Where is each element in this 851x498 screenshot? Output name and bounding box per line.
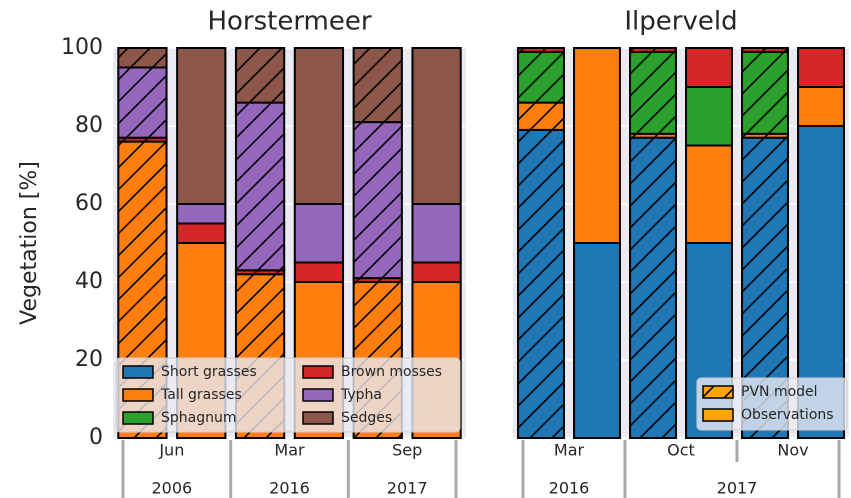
- bar-segment: [517, 101, 565, 131]
- year-label: 2017: [717, 479, 758, 498]
- legend-label: Short grasses: [161, 364, 257, 380]
- legend-swatch: [302, 411, 334, 425]
- legend: Short grasses Tall grasses Sphagnum Brown m…: [115, 357, 461, 433]
- year-label: 2016: [549, 479, 590, 498]
- legend-label: PVN model: [741, 384, 818, 400]
- bar-segment: [293, 261, 345, 283]
- y-tick-label: 40: [75, 269, 103, 294]
- x-tick-label: Nov: [777, 441, 808, 460]
- legend-box: [696, 377, 848, 431]
- bar-segment: [629, 47, 677, 53]
- legend-label: Observations: [741, 407, 834, 423]
- bar-segment: [741, 47, 789, 53]
- bar-segment: [629, 50, 677, 135]
- legend-swatch: [302, 365, 334, 379]
- legend-label: Brown mosses: [341, 364, 442, 380]
- bar-segment: [517, 50, 565, 104]
- legend-swatch: [122, 388, 154, 402]
- bar-segment: [797, 47, 845, 88]
- bar-segment: [411, 261, 462, 283]
- panel-title: Horstermeer: [207, 7, 371, 37]
- bar-segment: [411, 47, 462, 205]
- bar-segment: [797, 86, 845, 127]
- legend-box: [115, 357, 461, 433]
- x-tick-label: Mar: [274, 441, 305, 460]
- x-tick-label: Oct: [667, 441, 695, 460]
- bar-segment: [685, 47, 733, 88]
- year-label: 2016: [269, 479, 310, 498]
- year-label: 2006: [151, 479, 192, 498]
- bar-segment: [629, 136, 677, 439]
- bar-segment: [573, 47, 621, 244]
- bar-segment: [293, 203, 345, 264]
- legend-swatch: [122, 411, 154, 425]
- panel-title: Ilperveld: [624, 7, 737, 37]
- legend-label: Sphagnum: [161, 410, 237, 426]
- x-tick-label: Jun: [158, 441, 184, 460]
- legend-label: Tall grasses: [160, 387, 242, 403]
- bar-segment: [293, 47, 345, 205]
- legend-swatch: [122, 365, 154, 379]
- bar-segment: [176, 222, 227, 244]
- bar-segment: [517, 128, 565, 439]
- y-tick-label: 100: [61, 35, 103, 60]
- bar-segment: [176, 203, 227, 225]
- legend-swatch: [302, 388, 334, 402]
- bar-segment: [685, 144, 733, 244]
- plot-background: [513, 48, 849, 438]
- legend-label: Sedges: [341, 410, 392, 426]
- bar-segment: [685, 86, 733, 147]
- x-tick-label: Mar: [554, 441, 585, 460]
- y-tick-label: 20: [75, 347, 103, 372]
- bar-segment: [517, 47, 565, 53]
- bar-segment: [117, 47, 168, 69]
- bar-segment: [573, 242, 621, 439]
- bar-segment: [234, 47, 286, 104]
- bar-segment: [176, 47, 227, 205]
- x-tick-label: Sep: [392, 441, 422, 460]
- y-tick-label: 80: [75, 113, 103, 138]
- bar-segment: [117, 66, 168, 139]
- legend-swatch: [702, 385, 734, 399]
- bar-segment: [352, 121, 403, 280]
- bar-segment: [741, 50, 789, 135]
- y-axis-label: Vegetation [%]: [17, 161, 42, 325]
- y-tick-label: 60: [75, 191, 103, 216]
- legend-label: Typha: [340, 387, 382, 403]
- legend-swatch: [702, 408, 734, 422]
- variant-legend: PVN model Observations: [696, 377, 848, 431]
- year-label: 2017: [387, 479, 428, 498]
- bar-segment: [352, 47, 403, 124]
- y-tick-label: 0: [89, 425, 103, 450]
- bar-segment: [234, 101, 286, 272]
- bar-segment: [411, 203, 462, 264]
